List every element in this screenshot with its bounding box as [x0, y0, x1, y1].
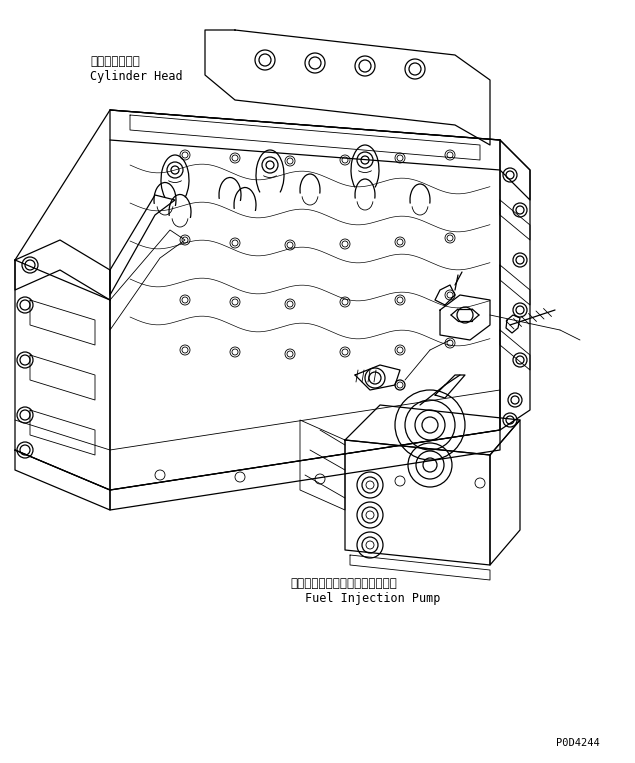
Text: Fuel Injection Pump: Fuel Injection Pump — [305, 592, 441, 605]
Text: フェエルインジェクションポンプ: フェエルインジェクションポンプ — [290, 577, 397, 590]
Text: P0D4244: P0D4244 — [556, 738, 600, 748]
Text: シリンダヘッド: シリンダヘッド — [90, 55, 140, 68]
Text: Cylinder Head: Cylinder Head — [90, 70, 183, 83]
